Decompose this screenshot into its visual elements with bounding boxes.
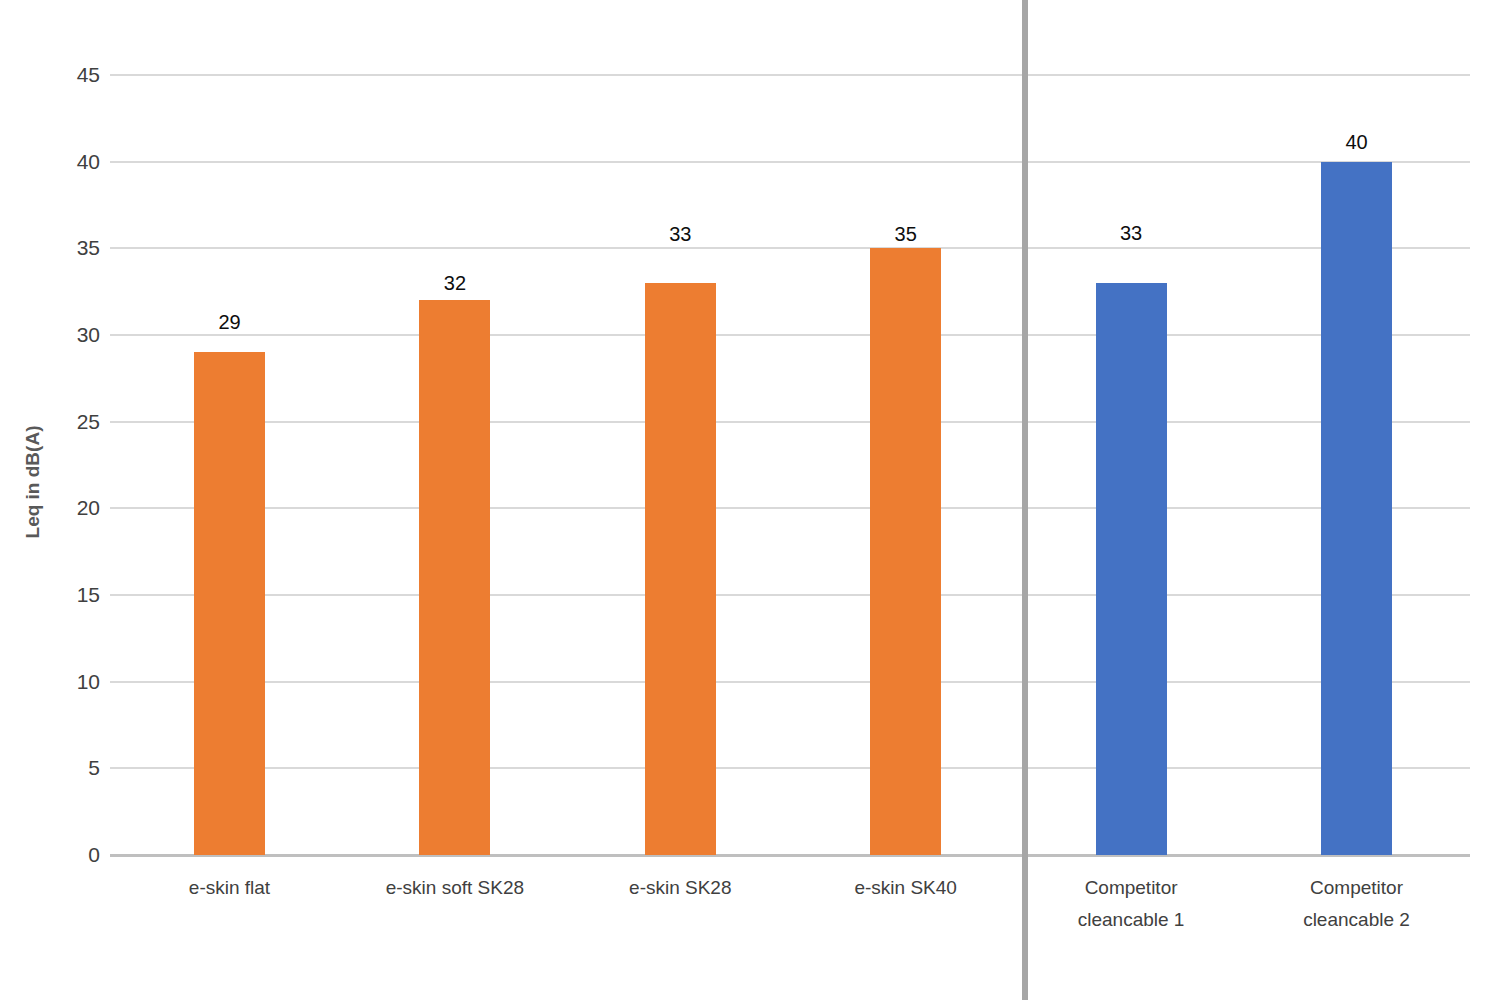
gridline-40 bbox=[110, 161, 1470, 163]
y-tick-label-30: 30 bbox=[0, 322, 100, 348]
data-label-competitor-cleancable-2: 40 bbox=[1312, 129, 1402, 155]
gridline-15 bbox=[110, 594, 1470, 596]
bar-e-skin-flat bbox=[194, 352, 265, 855]
category-label-e-skin-sk40: e-skin SK40 bbox=[786, 872, 1026, 904]
y-tick-label-5: 5 bbox=[0, 755, 100, 781]
y-tick-label-10: 10 bbox=[0, 669, 100, 695]
y-tick-label-35: 35 bbox=[0, 235, 100, 261]
gridline-30 bbox=[110, 334, 1470, 336]
x-axis-baseline bbox=[110, 854, 1470, 857]
gridline-5 bbox=[110, 767, 1470, 769]
bar-chart: Leq in dB(A) 05101520253035404529e-skin … bbox=[0, 0, 1500, 1000]
y-tick-label-0: 0 bbox=[0, 842, 100, 868]
gridline-20 bbox=[110, 507, 1470, 509]
data-label-e-skin-sk40: 35 bbox=[861, 221, 951, 247]
bar-competitor-cleancable-1 bbox=[1096, 283, 1167, 855]
y-tick-label-45: 45 bbox=[0, 62, 100, 88]
bar-e-skin-sk28 bbox=[645, 283, 716, 855]
data-label-e-skin-flat: 29 bbox=[185, 309, 275, 335]
y-tick-label-15: 15 bbox=[0, 582, 100, 608]
gridline-45 bbox=[110, 74, 1470, 76]
y-tick-label-20: 20 bbox=[0, 495, 100, 521]
y-tick-label-25: 25 bbox=[0, 409, 100, 435]
gridline-10 bbox=[110, 681, 1470, 683]
data-label-e-skin-soft-sk28: 32 bbox=[410, 270, 500, 296]
category-label-e-skin-sk28: e-skin SK28 bbox=[560, 872, 800, 904]
bar-e-skin-soft-sk28 bbox=[419, 300, 490, 855]
bar-competitor-cleancable-2 bbox=[1321, 162, 1392, 855]
group-divider-line bbox=[1022, 0, 1028, 1000]
category-label-e-skin-soft-sk28: e-skin soft SK28 bbox=[335, 872, 575, 904]
category-label-competitor-cleancable-2: Competitorcleancable 2 bbox=[1237, 872, 1477, 936]
gridline-35 bbox=[110, 247, 1470, 249]
category-label-e-skin-flat: e-skin flat bbox=[110, 872, 350, 904]
bar-e-skin-sk40 bbox=[870, 248, 941, 855]
category-label-competitor-cleancable-1: Competitorcleancable 1 bbox=[1011, 872, 1251, 936]
data-label-e-skin-sk28: 33 bbox=[635, 221, 725, 247]
data-label-competitor-cleancable-1: 33 bbox=[1086, 220, 1176, 246]
y-tick-label-40: 40 bbox=[0, 149, 100, 175]
gridline-25 bbox=[110, 421, 1470, 423]
